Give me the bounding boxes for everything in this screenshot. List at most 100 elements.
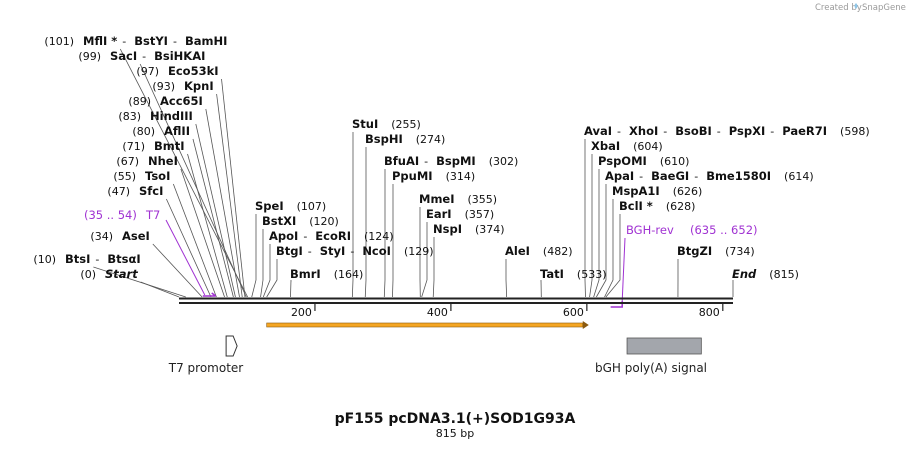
site-label[interactable]: (97) Eco53kI (136, 64, 218, 78)
enzyme-name[interactable]: SfcI (139, 184, 163, 198)
enzyme-name[interactable]: MflI * (83, 34, 117, 48)
site-label[interactable]: (10) BtsI - BtsαI (33, 252, 140, 266)
enzyme-name[interactable]: Eco53kI (168, 64, 219, 78)
site-label[interactable]: BtgZI (734) (677, 244, 755, 258)
site-label[interactable]: (83) HindIII (118, 109, 192, 123)
site-label[interactable]: BfuAI - BspMI (302) (384, 154, 518, 168)
enzyme-name[interactable]: HindIII (150, 109, 193, 123)
site-label[interactable]: XbaI (604) (591, 139, 663, 153)
site-label[interactable]: StuI (255) (352, 117, 421, 131)
enzyme-name[interactable]: AleI (505, 244, 530, 258)
site-label[interactable]: BtgI - StyI - NcoI (129) (276, 244, 434, 258)
enzyme-name[interactable]: BspHI (365, 132, 403, 146)
site-leader-line (604, 199, 614, 298)
enzyme-name[interactable]: BaeGI (651, 169, 689, 183)
site-label[interactable]: AvaI - XhoI - BsoBI - PspXI - PaeR7I (598) (584, 124, 870, 138)
enzyme-name[interactable]: TatI (540, 267, 564, 281)
sequence-end-label[interactable]: Start (105, 267, 138, 281)
enzyme-name[interactable]: PspOMI (598, 154, 647, 168)
site-label[interactable]: (99) SacI - BsiHKAI (78, 49, 205, 63)
enzyme-name[interactable]: StyI (320, 244, 346, 258)
site-label[interactable]: AleI (482) (505, 244, 573, 258)
site-label[interactable]: BstXI (120) (262, 214, 339, 228)
site-label[interactable]: BmrI (164) (290, 267, 363, 281)
site-label[interactable]: SpeI (107) (255, 199, 326, 213)
enzyme-name[interactable]: BamHI (185, 34, 227, 48)
enzyme-name[interactable]: AvaI (584, 124, 612, 138)
site-label[interactable]: EarI (357) (426, 207, 494, 221)
enzyme-name[interactable]: NheI (148, 154, 178, 168)
primer-t7[interactable]: (35 .. 54) T7 (84, 208, 217, 297)
site-label[interactable]: (67) NheI (116, 154, 177, 168)
enzyme-name[interactable]: BtgI (276, 244, 303, 258)
site-label[interactable]: BclI * (628) (619, 199, 695, 213)
enzyme-name[interactable]: BfuAI (384, 154, 419, 168)
enzyme-name[interactable]: MmeI (419, 192, 455, 206)
site-label[interactable]: MspA1I (626) (612, 184, 702, 198)
polya-box (626, 337, 702, 355)
enzyme-name[interactable]: SacI (110, 49, 137, 63)
enzyme-name[interactable]: XbaI (591, 139, 620, 153)
site-separator: - (424, 155, 428, 168)
enzyme-name[interactable]: MspA1I (612, 184, 660, 198)
enzyme-name[interactable]: ApaI (605, 169, 634, 183)
enzyme-name[interactable]: XhoI (629, 124, 658, 138)
site-leader-line (593, 169, 600, 298)
site-label[interactable]: ApaI - BaeGI - Bme1580I (614) (605, 169, 814, 183)
site-label[interactable]: TatI (533) (540, 267, 607, 281)
enzyme-name[interactable]: BspMI (436, 154, 476, 168)
enzyme-name[interactable]: BclI * (619, 199, 653, 213)
enzyme-name[interactable]: BstYI (134, 34, 168, 48)
enzyme-name[interactable]: NspI (433, 222, 462, 236)
enzyme-name[interactable]: AseI (122, 229, 150, 243)
site-label[interactable]: (80) AflII (132, 124, 190, 138)
primer-name[interactable]: BGH-rev (626, 223, 674, 237)
site-label[interactable]: (55) TsoI (113, 169, 170, 183)
enzyme-name[interactable]: StuI (352, 117, 378, 131)
site-label[interactable]: (89) Acc65I (128, 94, 202, 108)
enzyme-name[interactable]: BtsαI (107, 252, 140, 266)
enzyme-name[interactable]: BtsI (65, 252, 90, 266)
site-label[interactable]: NspI (374) (433, 222, 505, 236)
enzyme-name[interactable]: BtgZI (677, 244, 712, 258)
enzyme-name[interactable]: Bme1580I (706, 169, 771, 183)
site-position: (815) (769, 268, 799, 281)
site-label[interactable]: PpuMI (314) (392, 169, 475, 183)
enzyme-name[interactable]: BsoBI (675, 124, 712, 138)
enzyme-name[interactable]: EcoRI (315, 229, 351, 243)
site-label[interactable]: MmeI (355) (419, 192, 497, 206)
dna-backbone[interactable] (179, 297, 733, 304)
enzyme-name[interactable]: BmrI (290, 267, 321, 281)
feature-sod1-orf[interactable] (266, 321, 589, 329)
site-position: (107) (297, 200, 327, 213)
enzyme-name[interactable]: SpeI (255, 199, 284, 213)
enzyme-name[interactable]: EarI (426, 207, 452, 221)
enzyme-name[interactable]: NcoI (362, 244, 391, 258)
site-label[interactable]: (93) KpnI (152, 79, 213, 93)
enzyme-name[interactable]: PaeR7I (782, 124, 827, 138)
enzyme-name[interactable]: BmtI (154, 139, 185, 153)
primer-name[interactable]: T7 (145, 208, 160, 222)
enzyme-name[interactable]: ApoI (269, 229, 298, 243)
feature-t7-promoter[interactable]: T7 promoter (168, 335, 244, 375)
enzyme-name[interactable]: TsoI (145, 169, 170, 183)
sequence-end-label[interactable]: End (732, 267, 757, 281)
site-label[interactable]: BspHI (274) (365, 132, 445, 146)
primer-bgh-rev[interactable]: BGH-rev (635 .. 652) (610, 223, 758, 308)
site-label[interactable]: (0) Start (80, 267, 138, 281)
enzyme-name[interactable]: BsiHKAI (154, 49, 205, 63)
enzyme-name[interactable]: PpuMI (392, 169, 433, 183)
site-label[interactable]: ApoI - EcoRI (124) (269, 229, 394, 243)
enzyme-name[interactable]: BstXI (262, 214, 296, 228)
site-label[interactable]: (101) MflI * - BstYI - BamHI (44, 34, 227, 48)
feature-bgh-polya[interactable]: bGH poly(A) signal (595, 337, 707, 375)
site-label[interactable]: End (815) (732, 267, 799, 281)
site-label[interactable]: (71) BmtI (122, 139, 184, 153)
site-label[interactable]: (34) AseI (90, 229, 149, 243)
site-label[interactable]: PspOMI (610) (598, 154, 689, 168)
enzyme-name[interactable]: AflII (164, 124, 190, 138)
enzyme-name[interactable]: Acc65I (160, 94, 203, 108)
enzyme-name[interactable]: PspXI (729, 124, 765, 138)
site-label[interactable]: (47) SfcI (107, 184, 163, 198)
enzyme-name[interactable]: KpnI (184, 79, 214, 93)
